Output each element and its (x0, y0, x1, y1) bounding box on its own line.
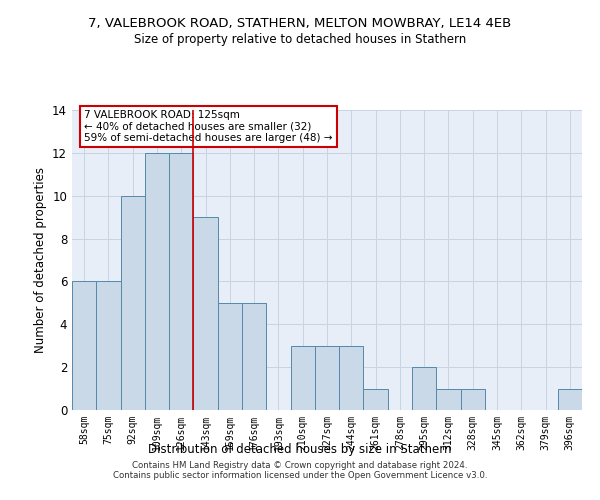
Bar (364, 388, 388, 410)
Text: Size of property relative to detached houses in Stathern: Size of property relative to detached ho… (134, 32, 466, 46)
Bar (121, 196, 145, 410)
Bar (290, 346, 315, 410)
Bar (242, 303, 266, 410)
Bar (461, 388, 485, 410)
Bar (558, 388, 582, 410)
Bar (436, 388, 461, 410)
Bar (96, 282, 121, 410)
Bar (145, 153, 169, 410)
Text: Contains HM Land Registry data © Crown copyright and database right 2024.
Contai: Contains HM Land Registry data © Crown c… (113, 460, 487, 480)
Bar (218, 303, 242, 410)
Bar (315, 346, 339, 410)
Bar (72, 282, 96, 410)
Bar (339, 346, 364, 410)
Bar (169, 153, 193, 410)
Text: 7 VALEBROOK ROAD: 125sqm
← 40% of detached houses are smaller (32)
59% of semi-d: 7 VALEBROOK ROAD: 125sqm ← 40% of detach… (84, 110, 332, 143)
Bar (412, 367, 436, 410)
Bar (193, 217, 218, 410)
Text: Distribution of detached houses by size in Stathern: Distribution of detached houses by size … (148, 442, 452, 456)
Y-axis label: Number of detached properties: Number of detached properties (34, 167, 47, 353)
Text: 7, VALEBROOK ROAD, STATHERN, MELTON MOWBRAY, LE14 4EB: 7, VALEBROOK ROAD, STATHERN, MELTON MOWB… (88, 18, 512, 30)
